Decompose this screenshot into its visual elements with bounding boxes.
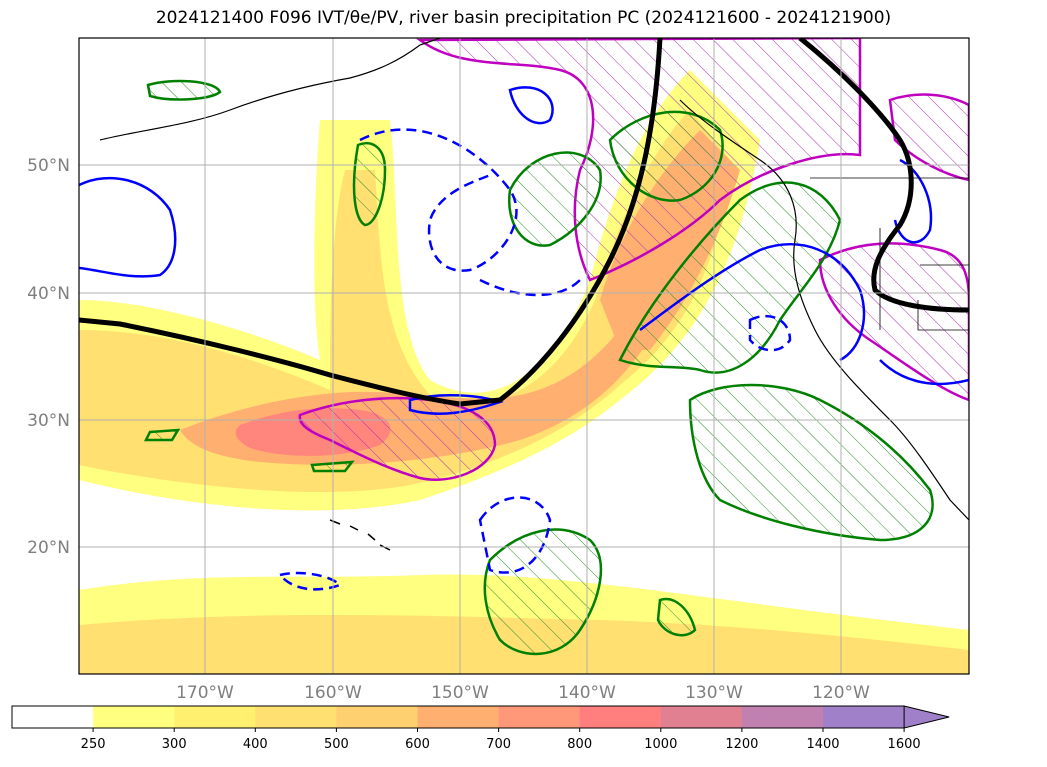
colorbar-swatch [660, 706, 743, 728]
coastline-hawaii [329, 519, 391, 551]
colorbar-tick-label: 1000 [644, 737, 677, 752]
theta-e-region-tiny-2 [656, 597, 697, 637]
colorbar-extend-arrow [903, 705, 950, 729]
coastline-alaska [99, 38, 441, 141]
theta-e-region-south [483, 528, 603, 656]
pv-region-northeast [888, 93, 969, 182]
lon-label-120w: 120°W [812, 683, 870, 703]
ivt-contour-north-loop [508, 86, 554, 125]
ivt-dashed-contour-north [359, 128, 518, 272]
colorbar-swatch [579, 706, 662, 728]
map-gridlines [79, 38, 969, 674]
colorbar-swatch [741, 706, 824, 728]
colorbar-swatch [823, 706, 905, 728]
colorbar-tick-label: 800 [567, 737, 592, 752]
colorbar-swatch [498, 706, 581, 728]
theta-e-region-tiny-3 [143, 428, 181, 442]
theta-e-region-coastal [618, 181, 842, 374]
lon-label-130w: 130°W [685, 683, 743, 703]
ivt-dashed-contour-northcenter [479, 278, 581, 297]
map-title: 2024121400 F096 IVT/θe/PV, river basin p… [155, 8, 892, 28]
colorbar-tick-label: 300 [162, 737, 187, 752]
colorbar-swatch [93, 706, 175, 728]
ivt-dashed-contour-south [478, 496, 552, 574]
lat-label-50n: 50°N [27, 156, 70, 176]
colorbar-tick-label: 700 [486, 737, 511, 752]
lat-label-40n: 40°N [27, 284, 70, 304]
colorbar: 250 300 400 500 600 700 800 1000 1200 1400 1600 [11, 705, 950, 752]
front-line-west [79, 38, 663, 407]
colorbar-tick-label: 1200 [725, 737, 758, 752]
theta-e-region-small-west [352, 142, 387, 227]
colorbar-swatch [336, 706, 418, 728]
colorbar-swatch [255, 706, 337, 728]
lat-label-30n: 30°N [27, 411, 70, 431]
lon-label-140w: 140°W [558, 683, 616, 703]
colorbar-tick-label: 250 [81, 737, 106, 752]
map-plot-area [79, 38, 969, 674]
colorbar-swatch [12, 706, 94, 728]
lat-label-20n: 20°N [27, 538, 70, 558]
ivt-contour-northeast [893, 158, 933, 244]
pv-region-central [298, 396, 497, 481]
colorbar-tick-label: 500 [324, 737, 349, 752]
map-frame [78, 37, 970, 675]
colorbar-tick-label: 600 [405, 737, 430, 752]
theta-e-region-southeast [688, 383, 934, 542]
lon-label-150w: 150°W [431, 683, 489, 703]
ivt-contour-west [79, 176, 177, 278]
colorbar-swatch [417, 706, 500, 728]
coastline-north-america [679, 99, 969, 521]
theta-e-region-alaska [507, 151, 602, 247]
front-line-east [798, 38, 969, 313]
colorbar-tick-label: 400 [243, 737, 268, 752]
ivt-contour-east [879, 359, 969, 386]
ivt-dashed-contour-coast-east [748, 314, 792, 352]
colorbar-tick-label: 1400 [806, 737, 839, 752]
ivt-dashed-contour-southwest [277, 571, 343, 591]
theta-e-region-tiny-1 [146, 79, 222, 101]
colorbar-swatch [174, 706, 256, 728]
theta-e-region-tiny-4 [310, 460, 355, 473]
colorbar-tick-label: 1600 [888, 737, 921, 752]
colorbar-outline [11, 705, 905, 729]
lon-label-160w: 160°W [304, 683, 362, 703]
border-state-lines [879, 228, 969, 331]
lon-label-170w: 170°W [176, 683, 234, 703]
ivt-contour-coast [639, 243, 866, 362]
